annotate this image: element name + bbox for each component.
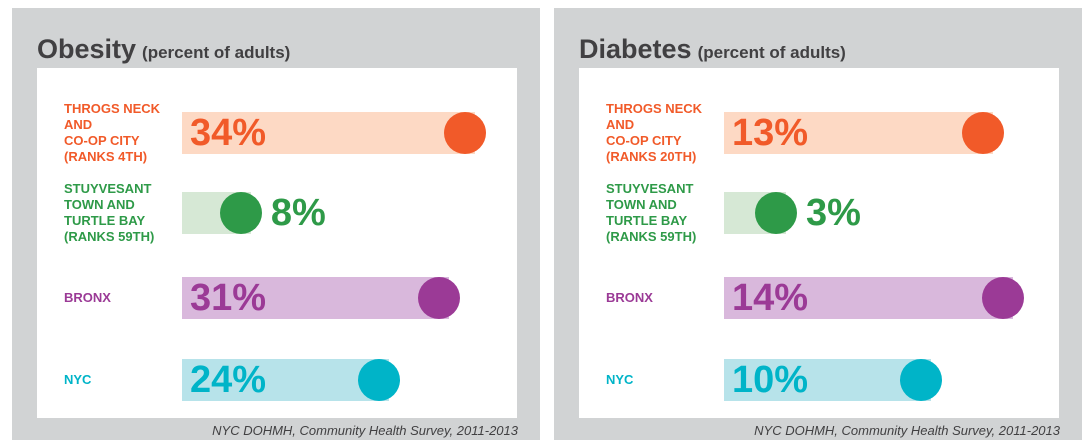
bar-end-dot bbox=[899, 359, 942, 401]
title-text: Diabetes bbox=[579, 34, 692, 64]
bar-end-dot bbox=[357, 359, 400, 401]
bar bbox=[724, 359, 931, 401]
value-label: 13% bbox=[732, 112, 809, 154]
bar bbox=[724, 277, 1014, 319]
source-note: NYC DOHMH, Community Health Survey, 2011… bbox=[754, 423, 1060, 438]
chart-title: Diabetes (percent of adults) bbox=[579, 34, 846, 65]
bar bbox=[182, 359, 389, 401]
chart-subtitle: (percent of adults) bbox=[142, 43, 291, 62]
bar-end-dot bbox=[219, 192, 262, 234]
title-text: Obesity bbox=[37, 34, 137, 64]
category-label: STUYVESANT TOWN AND TURTLE BAY (RANKS 59… bbox=[606, 181, 697, 244]
bar-end-dot bbox=[755, 192, 797, 234]
panel: Obesity (percent of adults) NYC DOHMH, Com… bbox=[12, 8, 540, 440]
bar bbox=[182, 112, 475, 154]
panel: Diabetes (percent of adults) NYC DOHMH, Co… bbox=[554, 8, 1082, 440]
bar-end-dot bbox=[982, 277, 1025, 319]
value-label: 3% bbox=[806, 192, 861, 234]
bar-end-dot bbox=[961, 112, 1004, 154]
chart-title: Obesity (percent of adults) bbox=[37, 34, 290, 65]
value-label: 14% bbox=[732, 277, 809, 319]
category-label: NYC bbox=[64, 372, 92, 387]
category-label: THROGS NECK AND CO-OP CITY (RANKS 4TH) bbox=[64, 101, 161, 164]
value-label: 31% bbox=[190, 277, 267, 319]
bar-end-dot bbox=[417, 277, 460, 319]
category-label: THROGS NECK AND CO-OP CITY (RANKS 20TH) bbox=[606, 101, 703, 164]
chart-subtitle: (percent of adults) bbox=[697, 43, 846, 62]
category-label: STUYVESANT TOWN AND TURTLE BAY (RANKS 59… bbox=[64, 181, 155, 244]
value-label: 34% bbox=[190, 112, 267, 154]
value-label: 8% bbox=[270, 192, 326, 234]
bar bbox=[724, 112, 993, 154]
bar-end-dot bbox=[443, 112, 486, 154]
category-label: NYC bbox=[606, 372, 634, 387]
category-label: BRONX bbox=[64, 290, 111, 305]
bar bbox=[182, 277, 449, 319]
value-label: 24% bbox=[190, 359, 267, 401]
source-note: NYC DOHMH, Community Health Survey, 2011… bbox=[212, 423, 518, 438]
category-label: BRONX bbox=[606, 290, 653, 305]
value-label: 10% bbox=[732, 359, 809, 401]
